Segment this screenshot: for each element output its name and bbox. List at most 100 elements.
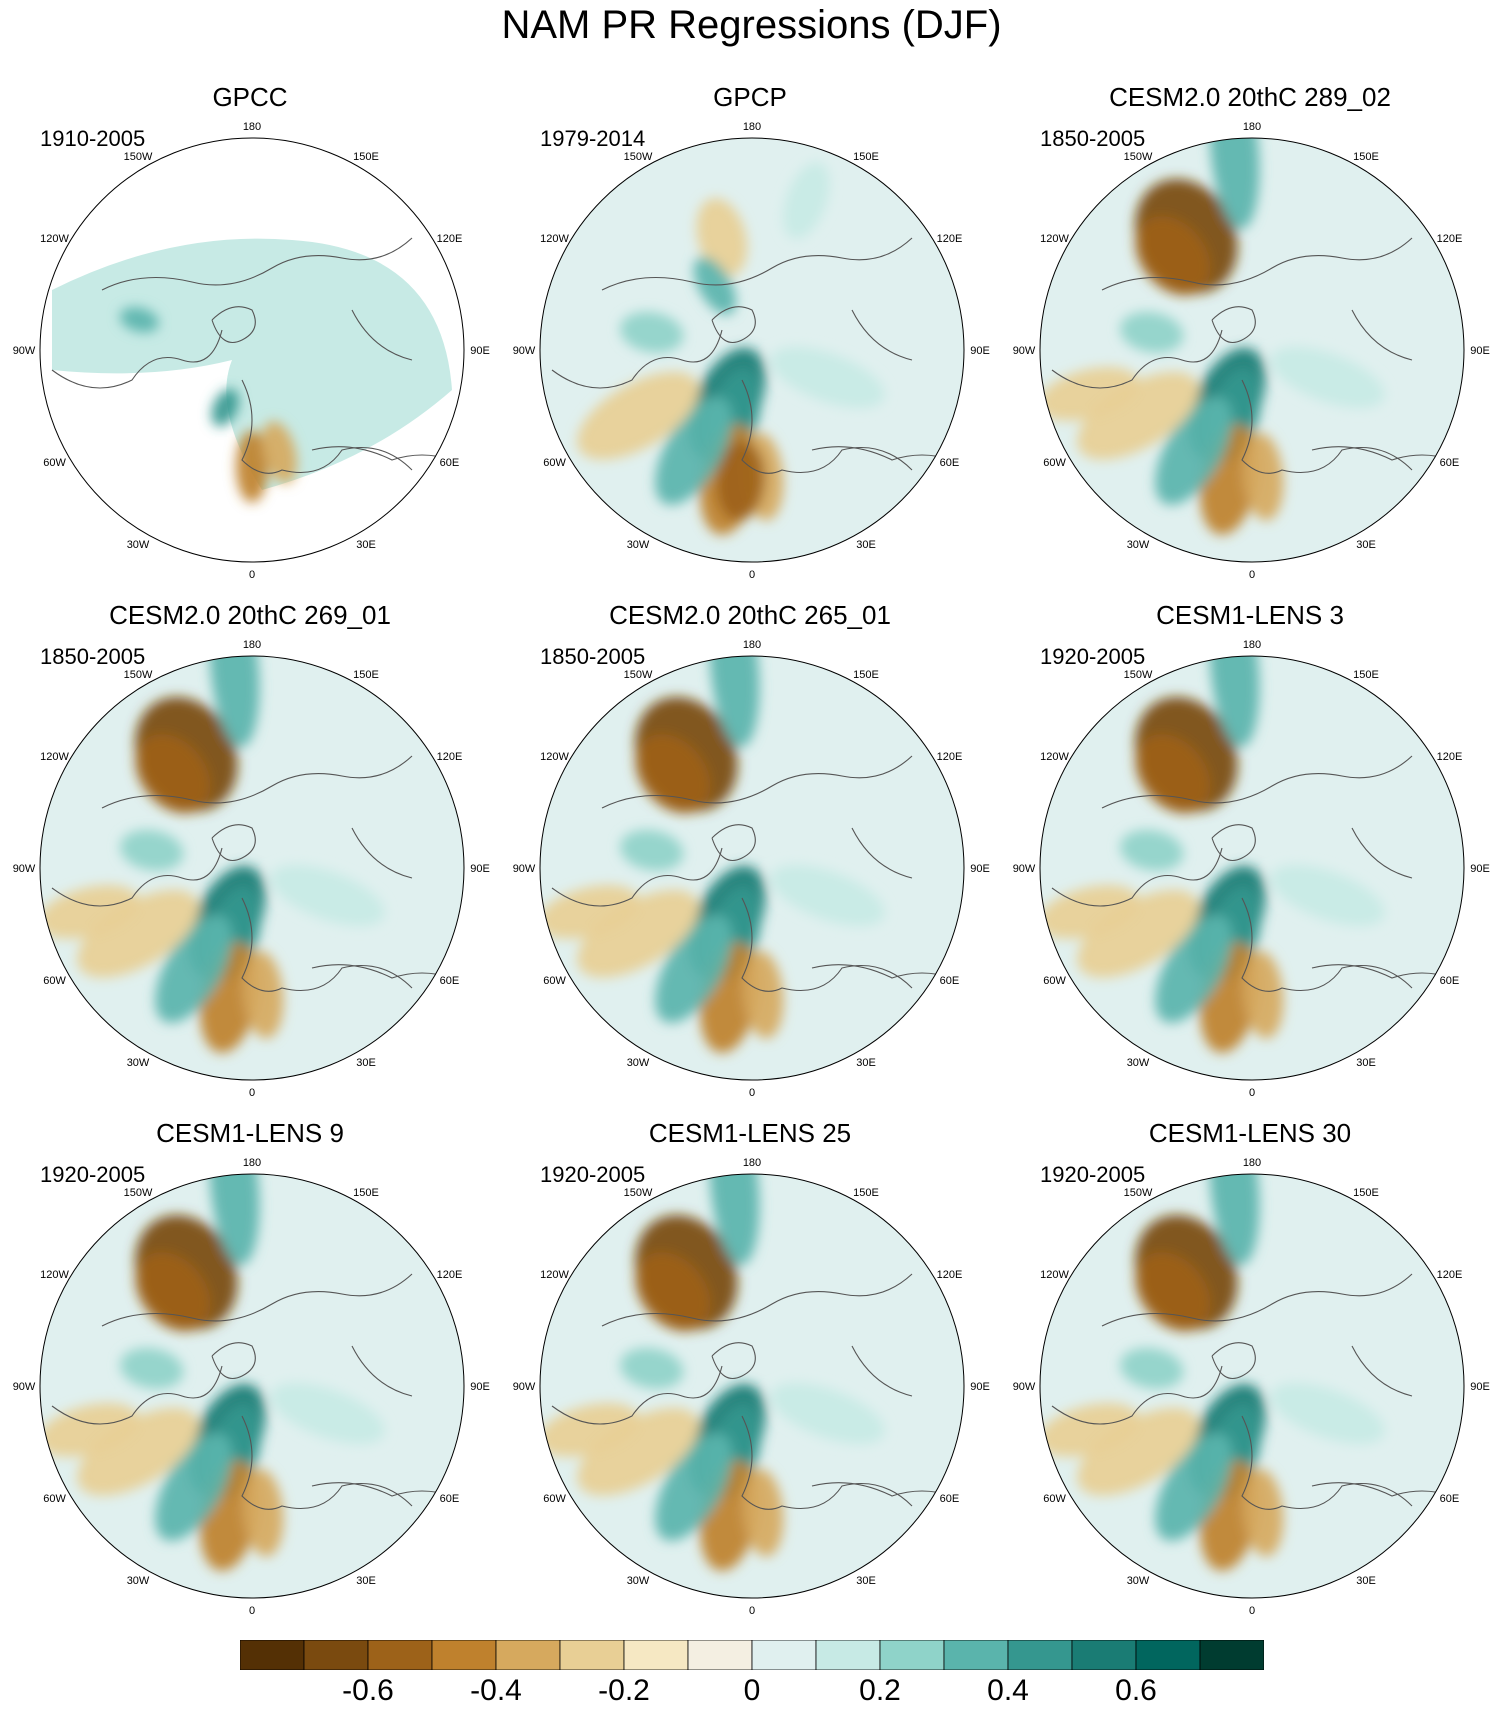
colorbar-swatch [751,1639,817,1671]
colorbar-swatch [431,1639,497,1671]
anomaly-patch [1270,347,1385,409]
anomaly-patch [635,1252,711,1332]
anomaly-patch [1155,915,1233,1023]
anomaly-patch [211,388,239,427]
anomaly-patch [1120,1347,1184,1389]
longitude-label: 150W [624,151,653,163]
colorbar-swatch [367,1639,433,1671]
anomaly-patch [1155,397,1233,505]
coastlines [551,1273,953,1510]
figure-title: NAM PR Regressions (DJF) [501,3,1002,47]
colorbar-swatch [1071,1639,1137,1671]
map-panel: CESM1-LENS 3 1920-2005 180 150E 120E 90E 60E 30… [1000,600,1500,1120]
longitude-label: 150W [624,669,653,681]
colorbar-tick-label: 0.6 [1115,1674,1157,1707]
longitude-label: 150E [353,669,379,681]
longitude-label: 90W [1013,863,1036,875]
longitude-label: 150W [124,151,153,163]
panel-period: 1850-2005 [40,644,146,669]
anomaly-patch [655,397,733,505]
longitude-label: 150E [853,1187,879,1199]
anomaly-patch [635,734,711,814]
anomaly-patch [155,1433,233,1541]
longitude-label: 150W [1124,151,1153,163]
panel-title: CESM2.0 20thC 289_02 [1109,82,1391,112]
anomaly-patch [1120,311,1184,353]
longitude-label: 30E [856,1057,876,1069]
anomaly-patch [155,915,233,1023]
longitude-label: 30E [1356,1575,1376,1587]
panel-period: 1850-2005 [540,644,646,669]
longitude-label: 90W [1013,345,1036,357]
longitude-label: 0 [249,1605,255,1617]
longitude-label: 90E [970,345,990,357]
colorbar-tick-label: -0.4 [470,1674,522,1707]
longitude-label: 60E [440,975,460,987]
panel-period: 1910-2005 [40,126,146,151]
panel-title: CESM2.0 20thC 269_01 [109,600,391,630]
longitude-label: 90E [470,345,490,357]
longitude-label: 120E [937,233,963,245]
anomaly-patch [577,371,700,460]
longitude-label: 0 [1249,1087,1255,1099]
longitude-label: 30W [1127,1057,1150,1069]
anomaly-patch [1135,734,1211,814]
polar-map: 180 150E 120E 90E 60E 30E 0 30W 60W 90W 120W 150W [513,639,990,1099]
longitude-label: 120W [540,233,569,245]
longitude-label: 120E [1437,1269,1463,1281]
longitude-label: 60E [1440,457,1460,469]
anomaly-patch [135,1252,211,1332]
anomaly-patch [1242,1468,1284,1557]
panel-title: GPCC [212,82,288,112]
map-panel: CESM2.0 20thC 269_01 1850-2005 180 150E 120E… [0,600,500,1120]
map-panel: CESM1-LENS 9 1920-2005 180 150E 120E 90E 60E 30… [0,1118,500,1638]
colorbar-swatch [879,1639,945,1671]
longitude-label: 60W [43,457,66,469]
longitude-label: 60W [1043,975,1066,987]
anomaly-patch [655,1433,733,1541]
longitude-label: 120E [437,751,463,763]
anomaly-patch [120,1347,184,1389]
anomaly-patch [1242,432,1284,521]
longitude-label: 150W [1124,669,1153,681]
longitude-label: 150W [124,1187,153,1199]
anomaly-patch [696,198,748,277]
longitude-label: 60E [940,975,960,987]
anomaly-patch [620,311,684,353]
anomaly-patch [716,441,765,521]
longitude-label: 180 [1243,121,1261,133]
anomaly-patch [1120,829,1184,871]
colorbar-swatch [623,1639,689,1671]
anomaly-patch [770,347,885,409]
coastlines [551,755,953,992]
anomaly-patch [1077,371,1200,460]
longitude-label: 120W [540,1269,569,1281]
longitude-label: 180 [743,1157,761,1169]
anomaly-patch [242,1468,284,1557]
polar-map: 180 150E 120E 90E 60E 30E 0 30W 60W 90W 120W 150W [1013,639,1490,1099]
colorbar-swatch [687,1639,753,1671]
colorbar-swatch [303,1639,369,1671]
map-panel: GPCC 1910-2005 180 150E 120E 90E 60E 30E 0 30W 60W… [0,82,500,602]
coastlines [1051,1273,1453,1510]
panel-period: 1920-2005 [540,1162,646,1187]
colorbar-tick-label: -0.2 [598,1674,650,1707]
longitude-label: 90E [470,1381,490,1393]
panel-period: 1920-2005 [40,1162,146,1187]
longitude-label: 90W [513,863,536,875]
anomaly-patch [655,915,733,1023]
anomaly-patch [1077,889,1200,978]
anomaly-patch [261,421,297,484]
panel-period: 1920-2005 [1040,644,1146,669]
anomaly-patch [236,430,268,503]
anomaly-patch [1040,1403,1139,1457]
anomaly-patch [742,950,784,1039]
longitude-label: 60W [543,975,566,987]
longitude-label: 0 [749,1605,755,1617]
colorbar-swatch [1007,1639,1073,1671]
anomaly-patch [40,885,139,939]
longitude-label: 120W [1040,1269,1069,1281]
panel-period: 1979-2014 [540,126,646,151]
polar-map: 180 150E 120E 90E 60E 30E 0 30W 60W 90W 120W 150W [13,121,490,581]
anomaly-patch [209,1174,260,1266]
